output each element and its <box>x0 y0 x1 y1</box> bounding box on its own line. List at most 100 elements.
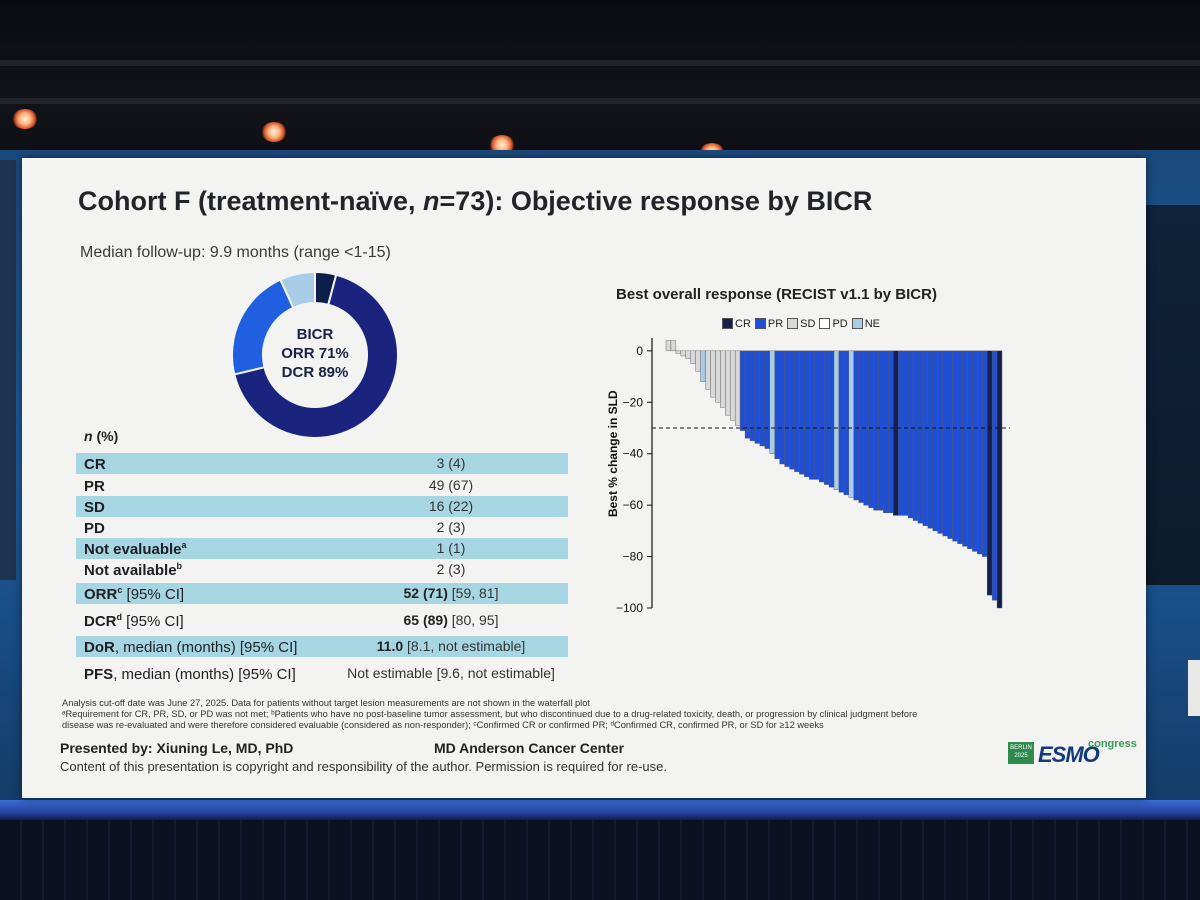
waterfall-bar-pr <box>764 350 770 449</box>
followup-subtitle: Median follow-up: 9.9 months (range <1-1… <box>80 244 391 261</box>
waterfall-bar-pr <box>818 350 825 483</box>
institution-name: MD Anderson Cancer Center <box>434 740 625 756</box>
waterfall-legend: CR PR SD PD NE <box>722 318 884 330</box>
waterfall-bar-ne <box>769 350 775 454</box>
legend-item: PD <box>819 318 848 330</box>
row-label: Not availableb <box>84 561 183 579</box>
waterfall-bar-pr <box>972 350 978 552</box>
waterfall-bar-pr <box>739 350 746 431</box>
donut-label-orr: ORR 71% <box>281 345 349 362</box>
row-label: DCRd [95% CI] <box>84 612 184 630</box>
waterfall-bar-pr <box>754 350 761 444</box>
copyright-notice: Content of this presentation is copyrigh… <box>60 759 667 774</box>
waterfall-bar-sd <box>710 350 716 398</box>
row-label: PD <box>84 520 105 537</box>
waterfall-bar-pr <box>898 350 904 516</box>
waterfall-bar-pr <box>952 350 958 542</box>
waterfall-bar-sd <box>665 340 672 352</box>
waterfall-bar-sd <box>730 350 736 421</box>
y-axis-label: Best % change in SLD <box>606 390 620 517</box>
footnote-definitions: ᵃRequirement for CR, PR, SD, or PD was n… <box>62 709 918 730</box>
waterfall-bar-ne <box>833 350 840 490</box>
waterfall-bar-pr <box>883 350 889 514</box>
donut-label-bicr: BICR <box>296 326 334 343</box>
waterfall-bar-ne <box>848 350 854 498</box>
waterfall-bar-pr <box>873 350 879 511</box>
esmo-logo: BERLIN 2025 ESMO congress <box>1008 738 1137 772</box>
waterfall-bar-pr <box>868 350 874 508</box>
row-label: SD <box>84 499 105 516</box>
stage-light <box>261 122 287 142</box>
row-label: PFS, median (months) [95% CI] <box>84 666 296 683</box>
waterfall-bar-pr <box>759 350 766 447</box>
side-panel-tag <box>1188 660 1200 716</box>
row-value: 11.0 [8.1, not estimable] <box>376 638 526 654</box>
y-tick-label: −100 <box>616 601 643 615</box>
row-label: PR <box>84 478 105 495</box>
table-row: Not availableb 2 (3) <box>76 559 568 580</box>
waterfall-bar-pr <box>991 350 998 601</box>
waterfall-bar-sd <box>725 350 731 416</box>
slide-title: Cohort F (treatment-naïve, n=73): Object… <box>78 186 873 216</box>
legend-swatch <box>787 318 799 329</box>
waterfall-bar-pr <box>779 350 785 465</box>
row-value: 1 (1) <box>436 540 466 556</box>
donut-segment-other <box>279 270 316 310</box>
waterfall-bar-pr <box>917 350 924 524</box>
waterfall-bar-pr <box>907 350 914 519</box>
waterfall-bar-pr <box>749 350 756 442</box>
row-value: 2 (3) <box>436 561 466 577</box>
stage-edge-glow <box>0 800 1200 822</box>
row-label: CR <box>84 456 106 473</box>
waterfall-bar-pr <box>853 350 859 501</box>
table-row: DoR, median (months) [95% CI] 11.0 [8.1, … <box>76 636 568 657</box>
donut-label-dcr: DCR 89% <box>281 364 349 381</box>
waterfall-bar-sd <box>675 350 682 354</box>
table-row: DCRd [95% CI] 65 (89) [80, 95] <box>76 610 568 631</box>
table-row: Not evaluablea 1 (1) <box>76 538 568 559</box>
table-row: PFS, median (months) [95% CI] Not estimab… <box>76 663 568 684</box>
response-donut-chart <box>231 270 399 439</box>
table-row: SD 16 (22) <box>76 496 568 517</box>
logo-congress: congress <box>1088 738 1137 750</box>
waterfall-bar-cr <box>986 350 993 596</box>
table-header: n (%) <box>84 428 119 444</box>
waterfall-bar-pr <box>902 350 909 516</box>
y-tick-label: −20 <box>623 395 644 409</box>
audience-seats <box>0 820 1200 900</box>
y-tick-label: −60 <box>623 498 644 512</box>
row-label: Not evaluablea <box>84 540 187 558</box>
waterfall-bar-pr <box>828 350 835 488</box>
waterfall-bar-pr <box>774 350 780 460</box>
waterfall-bar-ne <box>700 350 706 382</box>
logo-wordmark: ESMO <box>1038 742 1100 767</box>
waterfall-bar-pr <box>947 350 953 539</box>
waterfall-bar-pr <box>789 350 795 470</box>
waterfall-bar-pr <box>799 350 805 475</box>
row-value: 2 (3) <box>436 519 466 535</box>
table-row: ORRc [95% CI] 52 (71) [59, 81] <box>76 583 568 604</box>
waterfall-bar-sd <box>690 350 696 364</box>
waterfall-bar-cr <box>893 350 899 516</box>
row-value: 16 (22) <box>428 498 474 514</box>
waterfall-bar-pr <box>962 350 968 547</box>
footnote-cutoff: Analysis cut-off date was June 27, 2025.… <box>62 698 590 708</box>
side-screen-left <box>0 160 16 580</box>
row-label: DoR, median (months) [95% CI] <box>84 639 298 656</box>
waterfall-bar-pr <box>927 350 934 529</box>
waterfall-bar-pr <box>942 350 948 537</box>
waterfall-bar-pr <box>794 350 800 472</box>
waterfall-bar-pr <box>922 350 929 526</box>
presenter-name: Presented by: Xiuning Le, MD, PhD <box>60 740 294 756</box>
waterfall-title: Best overall response (RECIST v1.1 by BI… <box>616 286 937 303</box>
waterfall-bar-pr <box>784 350 790 467</box>
legend-item: CR <box>722 318 751 330</box>
waterfall-bar-pr <box>912 350 919 521</box>
truss-beam <box>0 60 1200 66</box>
waterfall-bar-pr <box>804 350 810 478</box>
table-row: PR 49 (67) <box>76 475 568 496</box>
waterfall-bar-pr <box>843 350 850 496</box>
waterfall-bar-pr <box>982 350 988 557</box>
y-tick-label: 0 <box>636 344 643 358</box>
waterfall-bar-cr <box>996 350 1003 609</box>
